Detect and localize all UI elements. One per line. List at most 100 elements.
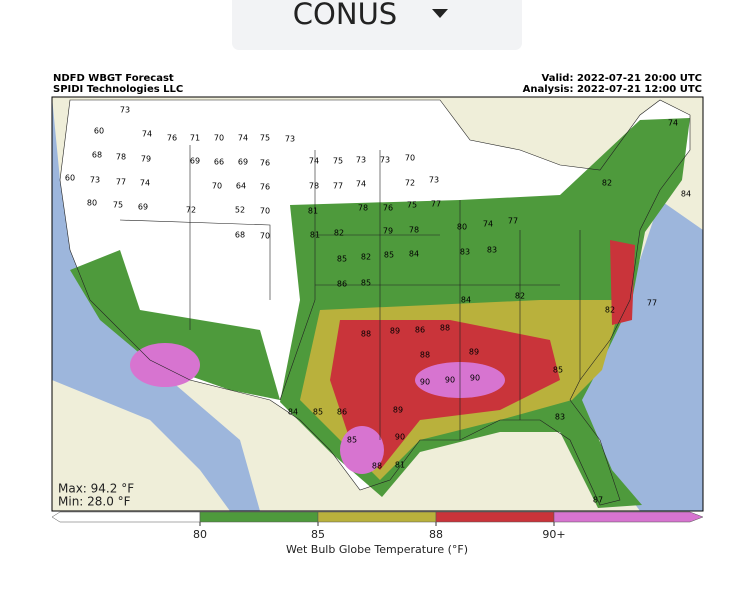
station-value: 69 [138,203,148,212]
state-borders [59,99,691,506]
station-value: 52 [235,206,245,215]
station-value: 79 [383,227,393,236]
station-value: 81 [308,207,318,216]
station-value: 78 [309,182,319,191]
station-value: 75 [260,134,270,143]
station-value: 86 [337,408,347,417]
station-value: 71 [190,134,200,143]
station-value: 85 [384,251,394,260]
station-value: 88 [361,330,371,339]
station-value: 85 [313,408,323,417]
station-value: 80 [457,223,467,232]
station-value: 88 [440,324,450,333]
station-value: 77 [431,200,441,209]
min-value: Min: 28.0 °F [58,495,131,509]
station-value: 60 [65,174,75,183]
station-value: 78 [358,204,368,213]
colorbar-segment [435,511,555,523]
station-value: 68 [92,151,102,160]
station-value: 76 [383,204,393,213]
wbgt-90-tx [340,426,384,474]
station-value: 90 [445,376,455,385]
station-value: 66 [214,158,224,167]
station-value: 76 [167,134,177,143]
colorbar-segment [317,511,437,523]
station-value: 81 [310,231,320,240]
map-title: NDFD WBGT Forecast [53,73,174,84]
colorbar: 80 85 88 90+ [51,511,704,541]
station-value: 85 [553,366,563,375]
station-value: 78 [116,153,126,162]
station-value: 70 [405,154,415,163]
station-value: 80 [87,199,97,208]
map-credit: SPIDI Technologies LLC [53,84,183,95]
station-value: 73 [356,156,366,165]
station-value: 70 [212,182,222,191]
station-value: 69 [238,158,248,167]
station-value: 84 [461,296,471,305]
wbgt-80-west [70,250,280,400]
station-value: 85 [337,255,347,264]
station-value: 74 [238,134,248,143]
wbgt-88-east [610,240,635,325]
station-value: 84 [681,190,691,199]
station-value: 89 [390,327,400,336]
wbgt-90-az [130,343,200,387]
station-value: 89 [469,348,479,357]
station-value: 83 [555,413,565,422]
station-value: 68 [235,231,245,240]
station-value: 83 [460,248,470,257]
station-value: 84 [409,250,419,259]
station-value: 90 [470,374,480,383]
station-value: 73 [285,135,295,144]
station-value: 72 [405,179,415,188]
station-value: 88 [372,462,382,471]
station-value: 86 [415,326,425,335]
colorbar-label: Wet Bulb Globe Temperature (°F) [286,543,468,556]
valid-time: Valid: 2022-07-21 20:00 UTC [542,73,702,84]
station-value: 70 [260,232,270,241]
station-value: 85 [347,436,357,445]
station-value: 77 [647,299,657,308]
station-value: 73 [90,176,100,185]
dropdown-arrow[interactable] [432,9,448,18]
station-value: 75 [113,201,123,210]
station-value: 72 [186,206,196,215]
region-dropdown[interactable] [232,0,522,50]
dropdown-label[interactable]: CONUS [293,0,397,31]
station-value: 73 [120,106,130,115]
station-value: 79 [141,155,151,164]
station-value: 74 [140,179,150,188]
station-value: 75 [407,201,417,210]
station-value: 76 [260,159,270,168]
map-frame [51,96,704,512]
station-value: 86 [337,280,347,289]
station-value: 82 [334,229,344,238]
station-value: 89 [393,406,403,415]
colorbar-segment [553,511,704,523]
station-value: 82 [602,179,612,188]
station-value: 74 [483,220,493,229]
station-value: 73 [429,176,439,185]
station-value: 73 [380,156,390,165]
station-value: 70 [260,207,270,216]
station-value: 90 [395,433,405,442]
station-value: 82 [361,253,371,262]
station-value: 84 [288,408,298,417]
colorbar-segment [51,511,201,523]
station-value: 74 [309,157,319,166]
station-value: 77 [508,217,518,226]
colorbar-segment [199,511,319,523]
station-value: 77 [333,182,343,191]
station-value: 83 [487,246,497,255]
station-value: 87 [593,496,603,505]
station-value: 82 [515,292,525,301]
station-value: 74 [356,180,366,189]
station-value: 88 [420,351,430,360]
station-value: 77 [116,178,126,187]
station-value: 75 [333,157,343,166]
station-value: 64 [236,182,246,191]
map: 73 74 76 71 70 74 75 73 60 68 78 79 69 66 69 76 74 75 73 73… [51,96,704,512]
